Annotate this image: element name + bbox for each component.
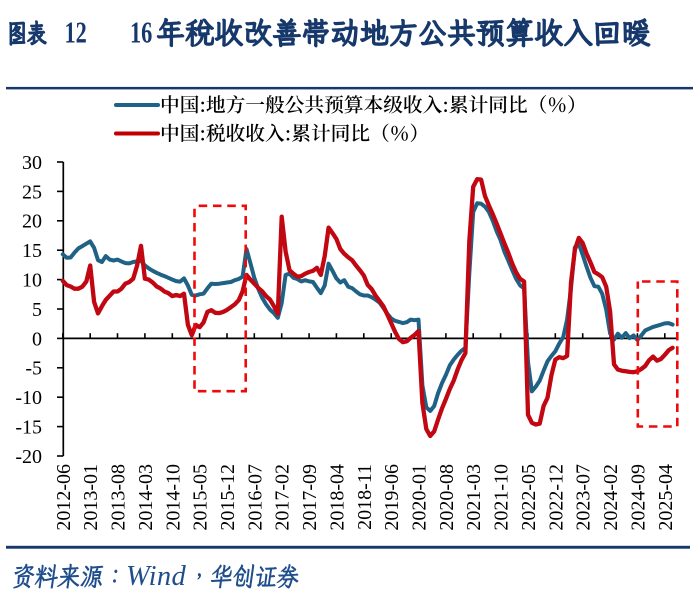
svg-text:30: 30 — [22, 152, 42, 174]
svg-text:2015-05: 2015-05 — [190, 464, 212, 531]
svg-text:2020-08: 2020-08 — [436, 464, 458, 531]
svg-text:-15: -15 — [15, 417, 42, 439]
svg-text:2019-06: 2019-06 — [381, 464, 403, 531]
svg-text:12: 12 — [65, 15, 87, 49]
svg-text:2017-09: 2017-09 — [299, 464, 321, 531]
svg-text:-20: -20 — [15, 446, 42, 468]
svg-text:2016-07: 2016-07 — [244, 464, 266, 531]
svg-text:-5: -5 — [25, 358, 42, 380]
svg-text:0: 0 — [32, 328, 42, 350]
svg-text:2024-09: 2024-09 — [627, 464, 649, 531]
svg-text:2021-10: 2021-10 — [491, 464, 513, 531]
svg-text:15: 15 — [22, 240, 42, 262]
svg-text:2023-07: 2023-07 — [573, 464, 595, 531]
svg-text:2018-11: 2018-11 — [354, 464, 376, 530]
svg-text:10: 10 — [22, 270, 42, 292]
svg-text:2018-04: 2018-04 — [326, 464, 348, 531]
svg-text:-10: -10 — [15, 387, 42, 409]
svg-text:2022-05: 2022-05 — [518, 464, 540, 531]
svg-text:20: 20 — [22, 211, 42, 233]
svg-text:2022-12: 2022-12 — [545, 464, 567, 531]
svg-text:16: 16 — [130, 15, 152, 49]
svg-text:25: 25 — [22, 181, 42, 203]
svg-text:5: 5 — [32, 299, 42, 321]
svg-text:2021-03: 2021-03 — [463, 464, 485, 531]
svg-text:2014-10: 2014-10 — [162, 464, 184, 531]
svg-text:2020-01: 2020-01 — [409, 464, 431, 531]
svg-text:2013-01: 2013-01 — [80, 464, 102, 531]
svg-text:2013-08: 2013-08 — [108, 464, 130, 531]
svg-text:2017-02: 2017-02 — [272, 464, 294, 531]
svg-text:2014-03: 2014-03 — [135, 464, 157, 531]
svg-text:2012-06: 2012-06 — [53, 464, 75, 531]
svg-text:2025-04: 2025-04 — [655, 464, 677, 531]
svg-text:2024-02: 2024-02 — [600, 464, 622, 531]
svg-text:Wind: Wind — [126, 561, 187, 592]
svg-text:2015-12: 2015-12 — [217, 464, 239, 531]
